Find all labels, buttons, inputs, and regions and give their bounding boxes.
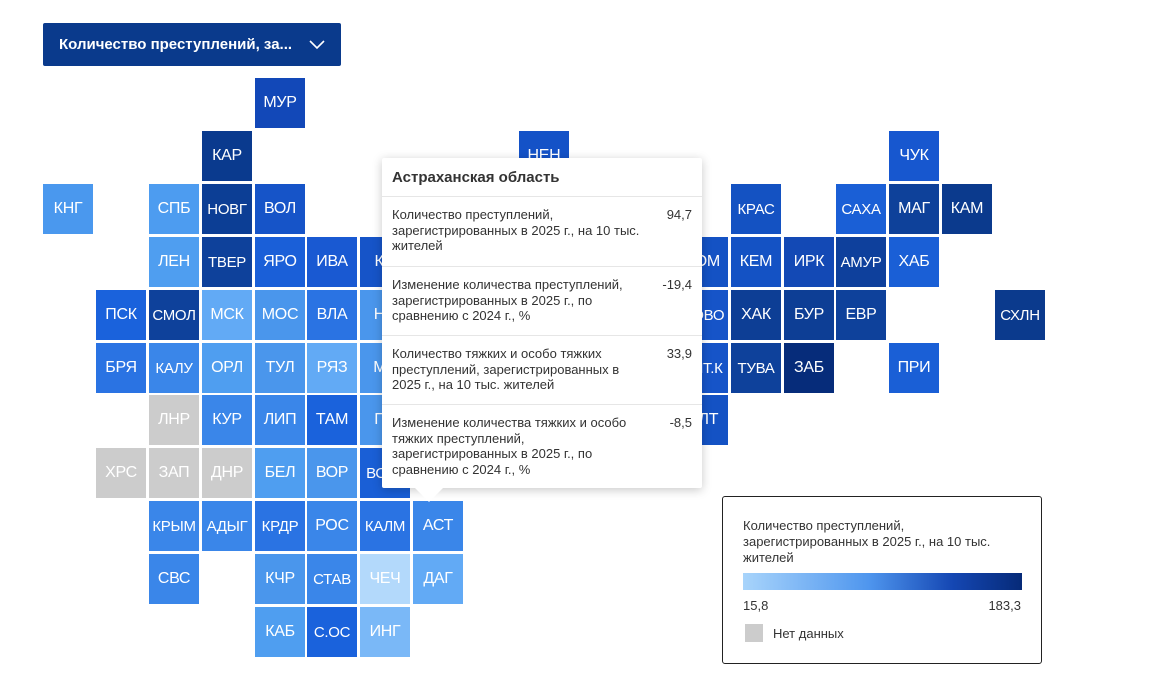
tooltip-row-label: Изменение количества тяжких и особо тяжк… [392,415,627,477]
region-tile-мск[interactable]: МСК [202,290,252,340]
region-tile-бел[interactable]: БЕЛ [255,448,305,498]
region-tile-кчр[interactable]: КЧР [255,554,305,604]
legend-no-data-swatch [745,624,763,642]
region-tile-орл[interactable]: ОРЛ [202,343,252,393]
region-tile-саха[interactable]: САХА [836,184,886,234]
tooltip-row-label: Количество тяжких и особо тяжких преступ… [392,346,620,392]
tooltip-row-label: Количество преступлений, зарегистрирован… [392,207,640,253]
region-tile-бря[interactable]: БРЯ [96,343,146,393]
region-tile-вла[interactable]: ВЛА [307,290,357,340]
region-tile-тул[interactable]: ТУЛ [255,343,305,393]
region-tile-чеч[interactable]: ЧЕЧ [360,554,410,604]
tooltip-row: Количество преступлений, зарегистрирован… [382,197,702,266]
region-tile-калм[interactable]: КАЛМ [360,501,410,551]
region-tile-евр[interactable]: ЕВР [836,290,886,340]
region-tile-мур[interactable]: МУР [255,78,305,128]
region-tile-твер[interactable]: ТВЕР [202,237,252,287]
tooltip-title: Астраханская область [382,158,702,197]
region-tile-инг[interactable]: ИНГ [360,607,410,657]
region-tile-лен[interactable]: ЛЕН [149,237,199,287]
chevron-down-icon [309,37,325,53]
region-tile-крдр[interactable]: КРДР [255,501,305,551]
region-tile-крым[interactable]: КРЫМ [149,501,199,551]
legend-color-scale [743,573,1022,590]
region-tile-адыг[interactable]: АДЫГ [202,501,252,551]
region-tile-кар[interactable]: КАР [202,131,252,181]
region-tile-хрс[interactable]: ХРС [96,448,146,498]
region-tile-мос[interactable]: МОС [255,290,305,340]
region-tile-рос[interactable]: РОС [307,501,357,551]
region-tile-бур[interactable]: БУР [784,290,834,340]
region-tile-кам[interactable]: КАМ [942,184,992,234]
region-tile-хаб[interactable]: ХАБ [889,237,939,287]
region-tile-кем[interactable]: КЕМ [731,237,781,287]
region-tile-лип[interactable]: ЛИП [255,395,305,445]
map-legend: Количество преступлений, зарегистрирован… [722,496,1042,664]
legend-min: 15,8 [743,598,769,613]
legend-max: 183,3 [988,598,1021,613]
region-tile-вор[interactable]: ВОР [307,448,357,498]
tooltip-row: Количество тяжких и особо тяжких преступ… [382,335,702,404]
region-tile-даг[interactable]: ДАГ [413,554,463,604]
region-tile-зап[interactable]: ЗАП [149,448,199,498]
region-tile-смол[interactable]: СМОЛ [149,290,199,340]
region-tile-хак[interactable]: ХАК [731,290,781,340]
legend-no-data-label: Нет данных [773,626,844,641]
region-tile-став[interactable]: СТАВ [307,554,357,604]
region-tile-лнр[interactable]: ЛНР [149,395,199,445]
region-tile-днр[interactable]: ДНР [202,448,252,498]
tooltip-row-value: 94,7 [666,207,692,222]
region-tile-маг[interactable]: МАГ [889,184,939,234]
region-tile-кнг[interactable]: КНГ [43,184,93,234]
region-tile-спб[interactable]: СПБ [149,184,199,234]
tooltip-row-value: 33,9 [666,346,692,361]
tooltip-pointer [415,488,443,502]
region-tile-ряз[interactable]: РЯЗ [307,343,357,393]
tooltip-row: Изменение количества преступлений, зарег… [382,266,702,335]
region-tile-пск[interactable]: ПСК [96,290,146,340]
tooltip-row-value: -8,5 [669,415,692,430]
region-tile-свс[interactable]: СВС [149,554,199,604]
region-tile-ива[interactable]: ИВА [307,237,357,287]
tooltip-row-value: -19,4 [662,277,692,292]
indicator-dropdown-label: Количество преступлений, за... [59,36,293,53]
region-tile-новг[interactable]: НОВГ [202,184,252,234]
region-tile-тува[interactable]: ТУВА [731,343,781,393]
region-tile-яро[interactable]: ЯРО [255,237,305,287]
region-tile-кур[interactable]: КУР [202,395,252,445]
region-tile-с-ос[interactable]: С.ОС [307,607,357,657]
region-tile-калу[interactable]: КАЛУ [149,343,199,393]
indicator-dropdown[interactable]: Количество преступлений, за... [43,23,341,66]
region-tile-там[interactable]: ТАМ [307,395,357,445]
region-tooltip: Астраханская область Количество преступл… [382,158,702,502]
region-tile-амур[interactable]: АМУР [836,237,886,287]
region-tile-аст[interactable]: АСТ [413,501,463,551]
region-tile-вол[interactable]: ВОЛ [255,184,305,234]
region-tile-при[interactable]: ПРИ [889,343,939,393]
region-tile-схлн[interactable]: СХЛН [995,290,1045,340]
tooltip-row-label: Изменение количества преступлений, зарег… [392,277,623,323]
tooltip-row: Изменение количества тяжких и особо тяжк… [382,404,702,488]
region-tile-каб[interactable]: КАБ [255,607,305,657]
region-tile-заб[interactable]: ЗАБ [784,343,834,393]
legend-title: Количество преступлений, зарегистрирован… [743,518,991,565]
region-tile-ирк[interactable]: ИРК [784,237,834,287]
region-tile-чук[interactable]: ЧУК [889,131,939,181]
region-tile-крас[interactable]: КРАС [731,184,781,234]
